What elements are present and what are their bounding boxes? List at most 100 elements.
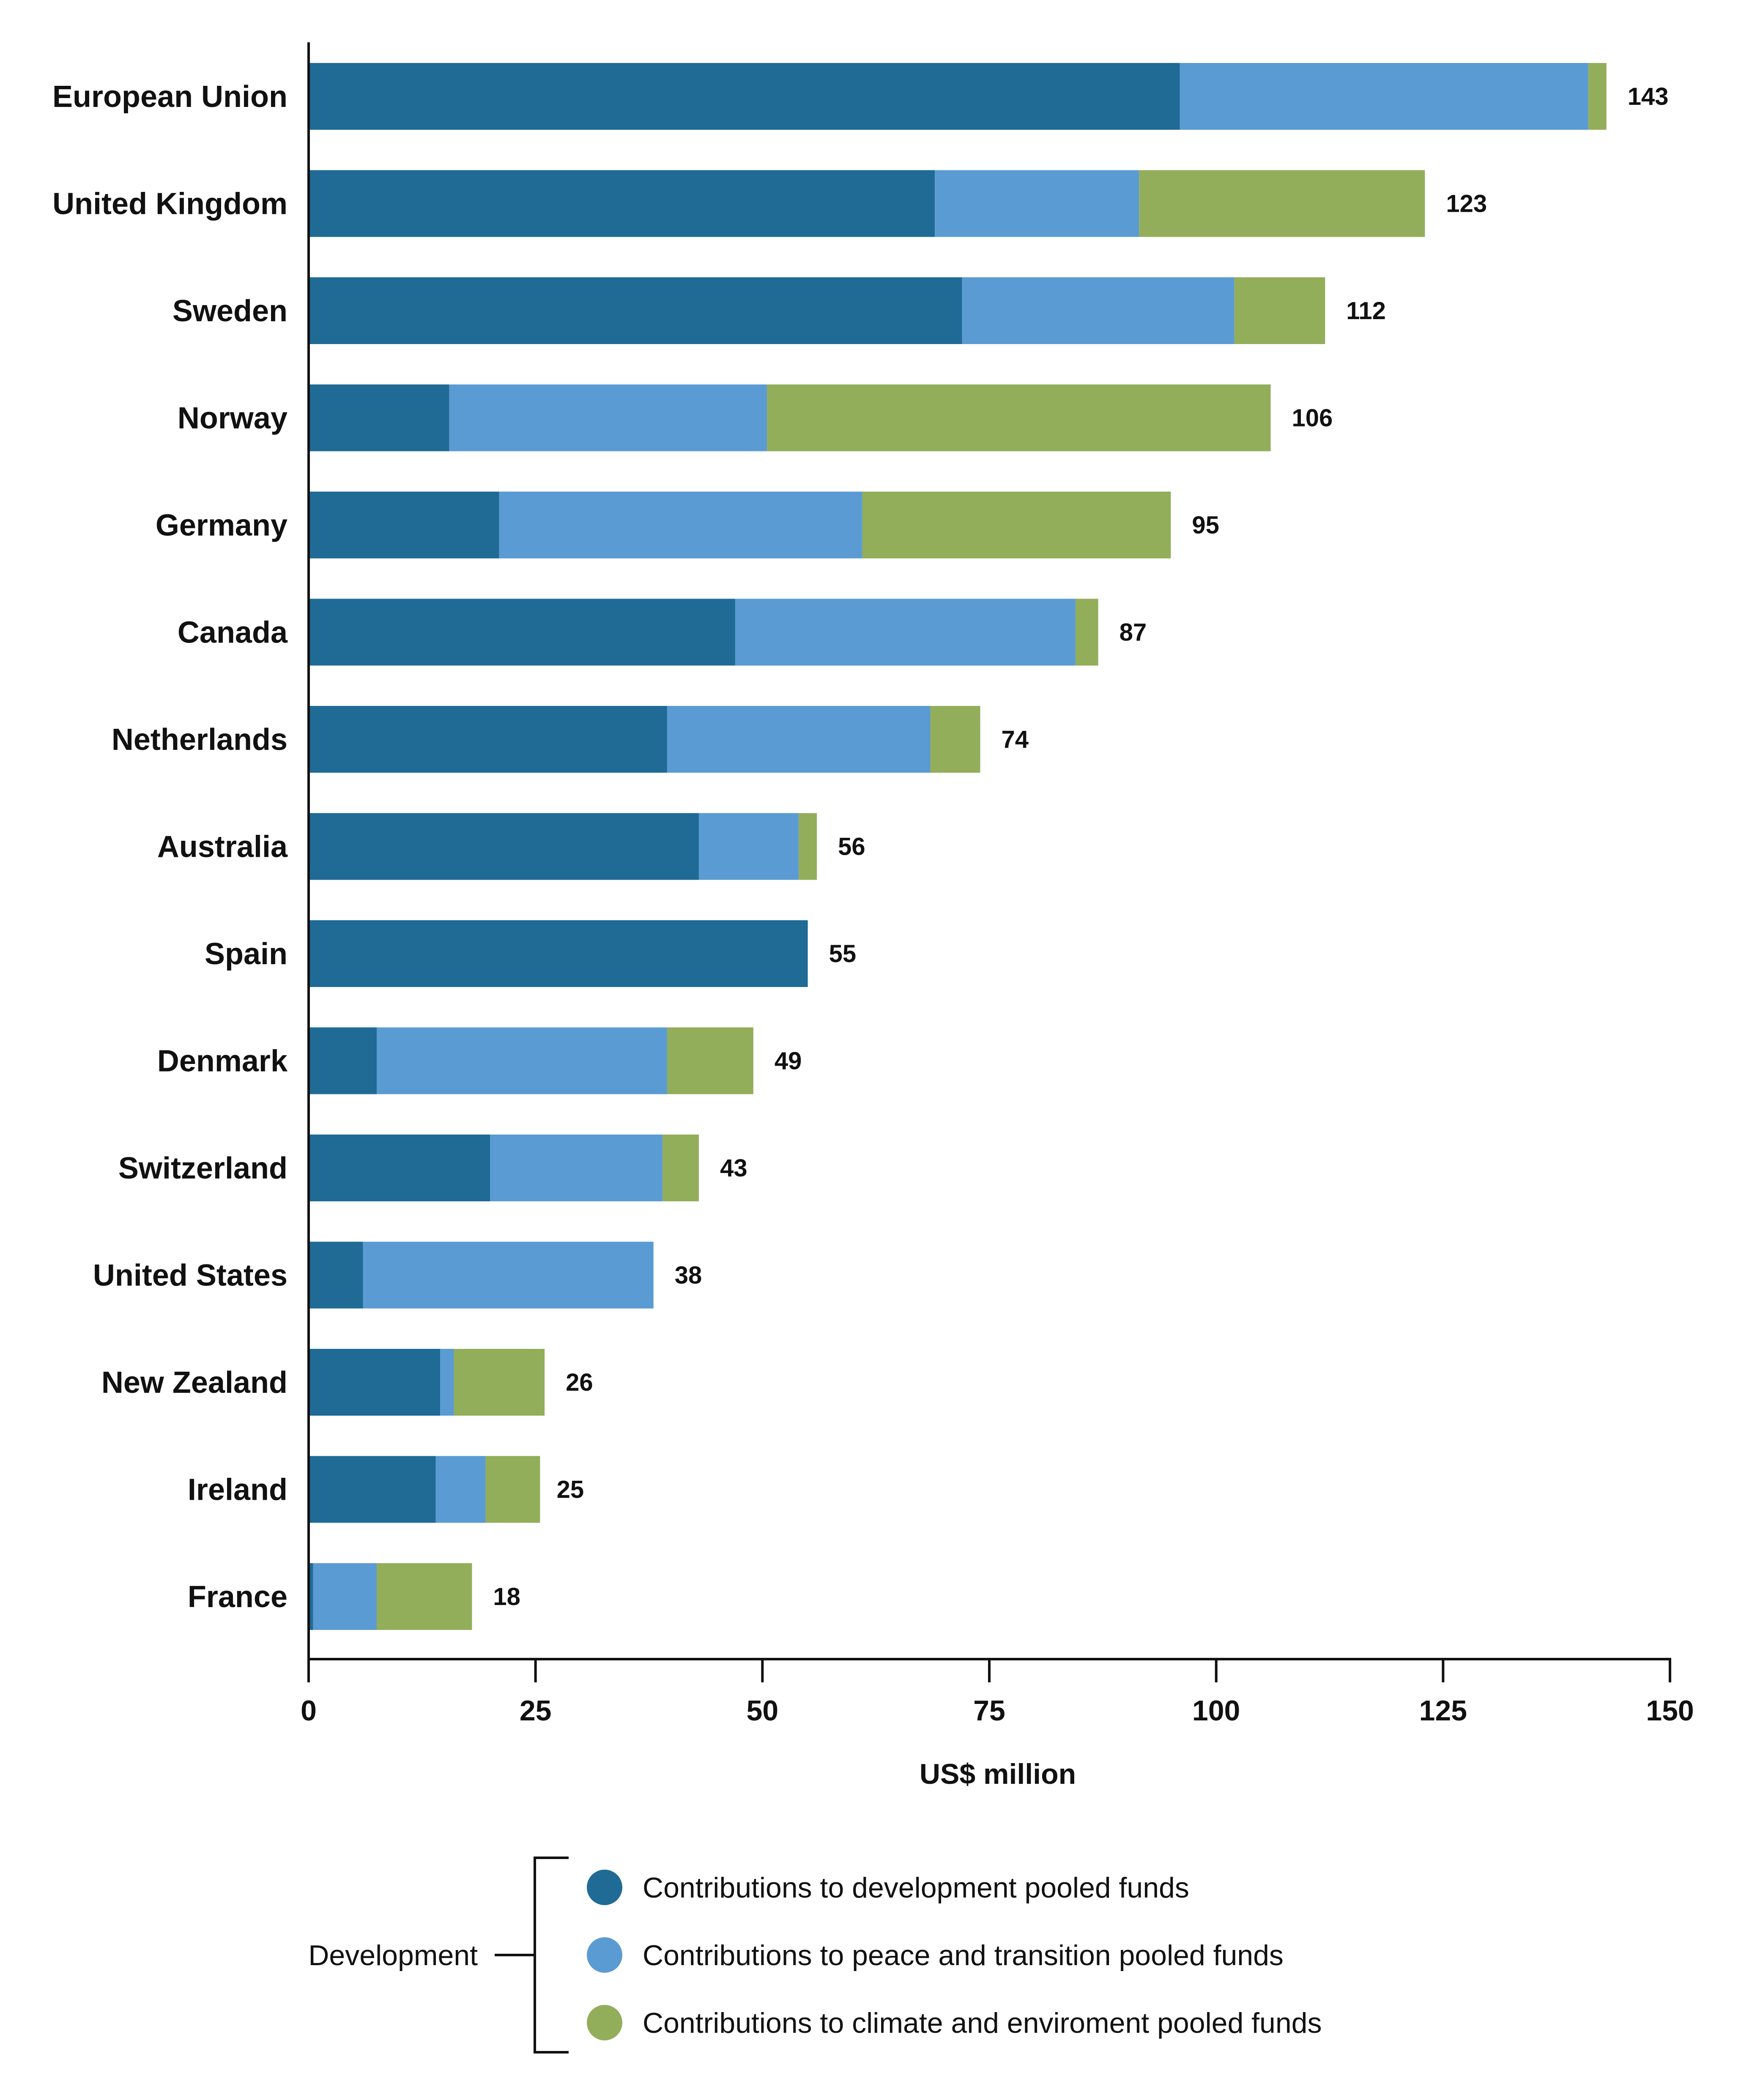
total-label-australia: 56 bbox=[838, 833, 865, 861]
total-label-canada: 87 bbox=[1120, 619, 1147, 646]
total-label-netherlands: 74 bbox=[1002, 726, 1029, 753]
bar-segment-switzerland-series-1 bbox=[309, 1135, 490, 1201]
x-axis: 0 25 50 75 100 125 150 bbox=[301, 42, 1694, 1727]
bar-row-canada bbox=[309, 599, 1098, 666]
bar-segment-netherlands-series-1 bbox=[309, 706, 667, 773]
bar-segment-australia-series-1 bbox=[309, 813, 699, 880]
bar-segment-canada-series-2 bbox=[735, 599, 1076, 666]
category-label-france: France bbox=[188, 1580, 287, 1614]
category-label-united-states: United States bbox=[93, 1259, 287, 1293]
bar-segment-norway-series-3 bbox=[767, 384, 1271, 451]
bar-row-denmark bbox=[309, 1027, 753, 1094]
bar-segment-australia-series-3 bbox=[799, 813, 817, 880]
bar-segment-ireland-series-1 bbox=[309, 1456, 436, 1523]
legend-swatch-2 bbox=[587, 1937, 622, 1973]
bar-row-united-kingdom bbox=[309, 170, 1425, 237]
bar-segment-denmark-series-2 bbox=[377, 1027, 667, 1094]
bar-row-new-zealand bbox=[309, 1349, 545, 1416]
bar-segment-sweden-series-3 bbox=[1234, 277, 1325, 344]
bar-segment-switzerland-series-3 bbox=[662, 1135, 699, 1201]
bar-segment-ireland-series-2 bbox=[435, 1456, 486, 1523]
category-label-new-zealand: New Zealand bbox=[101, 1366, 287, 1400]
category-label-canada: Canada bbox=[178, 616, 288, 650]
x-tick-label-150: 150 bbox=[1646, 1695, 1694, 1727]
bar-segment-sweden-series-2 bbox=[962, 277, 1235, 344]
bar-segment-france-series-2 bbox=[313, 1563, 377, 1630]
bar-segment-norway-series-2 bbox=[449, 384, 767, 451]
category-label-spain: Spain bbox=[205, 937, 287, 971]
bar-row-norway bbox=[309, 384, 1271, 451]
total-label-sweden: 112 bbox=[1346, 297, 1386, 325]
bar-segment-european-union-series-1 bbox=[309, 63, 1180, 130]
total-labels: 143 123 112 106 95 87 74 56 55 49 43 38 26 25 18 bbox=[493, 83, 1668, 1611]
category-label-netherlands: Netherlands bbox=[112, 723, 287, 757]
bar-segment-denmark-series-1 bbox=[309, 1027, 377, 1094]
category-label-germany: Germany bbox=[156, 509, 287, 542]
category-label-sweden: Sweden bbox=[172, 294, 287, 328]
category-labels: European Union United Kingdom Sweden Norway… bbox=[52, 80, 288, 1614]
total-label-germany: 95 bbox=[1192, 511, 1219, 539]
total-label-ireland: 25 bbox=[557, 1476, 584, 1504]
total-label-switzerland: 43 bbox=[720, 1154, 747, 1182]
category-label-denmark: Denmark bbox=[157, 1045, 288, 1078]
bar-row-spain bbox=[309, 920, 808, 987]
bar-segment-france-series-3 bbox=[377, 1563, 472, 1630]
x-tick-label-25: 25 bbox=[520, 1695, 552, 1727]
category-label-ireland: Ireland bbox=[188, 1473, 287, 1507]
legend-swatch-3 bbox=[587, 2005, 622, 2040]
total-label-spain: 55 bbox=[829, 940, 857, 968]
x-tick-label-0: 0 bbox=[301, 1695, 317, 1727]
bar-segment-switzerland-series-2 bbox=[490, 1135, 663, 1201]
legend-entry-3: Contributions to climate and enviroment … bbox=[643, 2007, 1322, 2039]
bar-segment-ireland-series-3 bbox=[485, 1456, 540, 1523]
total-label-united-kingdom: 123 bbox=[1446, 190, 1487, 218]
bar-row-ireland bbox=[309, 1456, 540, 1523]
bar-segment-united-kingdom-series-1 bbox=[309, 170, 935, 237]
bar-segment-canada-series-3 bbox=[1075, 599, 1098, 666]
x-tick-label-50: 50 bbox=[747, 1695, 779, 1727]
bar-row-france bbox=[309, 1563, 472, 1630]
total-label-new-zealand: 26 bbox=[566, 1369, 593, 1396]
bar-segment-australia-series-2 bbox=[699, 813, 799, 880]
bar-row-switzerland bbox=[309, 1135, 699, 1201]
bar-segment-germany-series-2 bbox=[499, 492, 862, 558]
total-label-united-states: 38 bbox=[675, 1262, 702, 1289]
category-label-australia: Australia bbox=[157, 830, 288, 864]
bar-segment-united-kingdom-series-3 bbox=[1139, 170, 1425, 237]
bar-segment-canada-series-1 bbox=[309, 599, 735, 666]
bar-row-australia bbox=[309, 813, 817, 880]
legend: Development Contributions to development… bbox=[308, 1857, 1322, 2054]
category-label-united-kingdom: United Kingdom bbox=[52, 187, 287, 221]
total-label-norway: 106 bbox=[1292, 405, 1333, 432]
bar-segment-germany-series-1 bbox=[309, 492, 499, 558]
bar-segment-netherlands-series-3 bbox=[930, 706, 980, 773]
bar-row-netherlands bbox=[309, 706, 980, 773]
bars-layer bbox=[309, 63, 1607, 1630]
bar-segment-france-series-1 bbox=[309, 1563, 313, 1630]
bar-segment-sweden-series-1 bbox=[309, 277, 962, 344]
total-label-france: 18 bbox=[493, 1583, 520, 1611]
bar-segment-united-kingdom-series-2 bbox=[935, 170, 1139, 237]
legend-entry-1: Contributions to development pooled fund… bbox=[643, 1872, 1189, 1904]
total-label-european-union: 143 bbox=[1628, 83, 1669, 110]
legend-entry-2: Contributions to peace and transition po… bbox=[643, 1939, 1284, 1971]
x-tick-label-75: 75 bbox=[973, 1695, 1005, 1727]
bar-segment-new-zealand-series-3 bbox=[454, 1349, 545, 1416]
bar-row-sweden bbox=[309, 277, 1325, 344]
total-label-denmark: 49 bbox=[775, 1047, 802, 1075]
legend-swatch-1 bbox=[587, 1870, 622, 1905]
bar-segment-new-zealand-series-1 bbox=[309, 1349, 441, 1416]
bar-segment-united-states-series-2 bbox=[363, 1241, 654, 1309]
x-axis-title: US$ million bbox=[920, 1758, 1076, 1790]
category-label-switzerland: Switzerland bbox=[118, 1151, 287, 1185]
category-label-european-union: European Union bbox=[52, 80, 287, 114]
bar-segment-netherlands-series-2 bbox=[667, 706, 931, 773]
bar-segment-united-states-series-1 bbox=[309, 1241, 363, 1309]
x-tick-label-100: 100 bbox=[1192, 1695, 1240, 1727]
category-label-norway: Norway bbox=[178, 402, 287, 435]
bar-segment-norway-series-1 bbox=[309, 384, 449, 451]
bar-segment-european-union-series-2 bbox=[1180, 63, 1588, 130]
